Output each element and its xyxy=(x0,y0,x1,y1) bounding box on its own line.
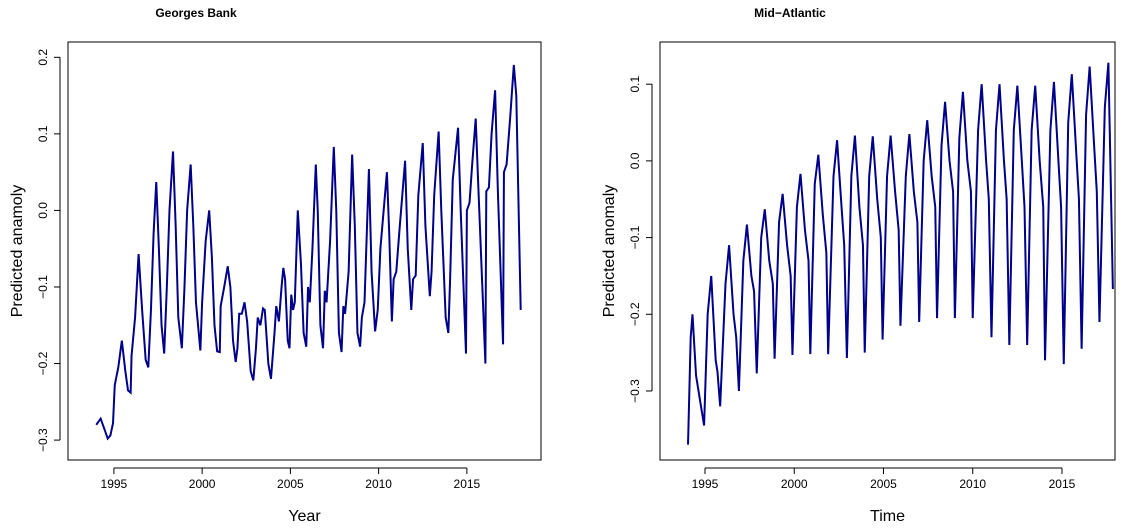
x-axis-label: Year xyxy=(288,508,321,525)
y-tick-label: 0.1 xyxy=(36,125,50,142)
y-tick-label: −0.1 xyxy=(36,275,50,299)
x-tick-label: 2015 xyxy=(1049,477,1076,491)
data-line xyxy=(687,62,1114,445)
y-axis-label: Predicted anamoly xyxy=(9,185,26,318)
x-tick-label: 1995 xyxy=(101,477,128,491)
plot-frame xyxy=(67,41,542,461)
x-tick-label: 2015 xyxy=(454,477,481,491)
x-tick-label: 2010 xyxy=(365,477,392,491)
chart-title: Mid−Atlantic xyxy=(754,6,826,20)
data-line xyxy=(95,64,522,441)
x-axis-label: Time xyxy=(870,508,905,525)
y-tick-label: −0.3 xyxy=(36,428,50,452)
x-tick-label: 2005 xyxy=(870,477,897,491)
plot-frame xyxy=(659,41,1116,461)
y-tick-label: 0.2 xyxy=(36,49,50,66)
x-tick-label: 2010 xyxy=(959,477,986,491)
y-tick-label: −0.2 xyxy=(628,302,642,326)
y-tick-label: 0.1 xyxy=(628,76,642,93)
y-tick-label: 0.0 xyxy=(628,152,642,169)
chart-title: Georges Bank xyxy=(155,6,237,20)
x-tick-label: 1995 xyxy=(692,477,719,491)
x-tick-label: 2000 xyxy=(781,477,808,491)
y-axis-label: Predicted anomaly xyxy=(601,185,618,318)
y-tick-label: −0.1 xyxy=(628,225,642,249)
y-tick-label: −0.3 xyxy=(628,379,642,403)
x-tick-label: 2005 xyxy=(277,477,304,491)
x-tick-label: 2000 xyxy=(189,477,216,491)
y-tick-label: 0.0 xyxy=(36,202,50,219)
y-tick-label: −0.2 xyxy=(36,351,50,375)
